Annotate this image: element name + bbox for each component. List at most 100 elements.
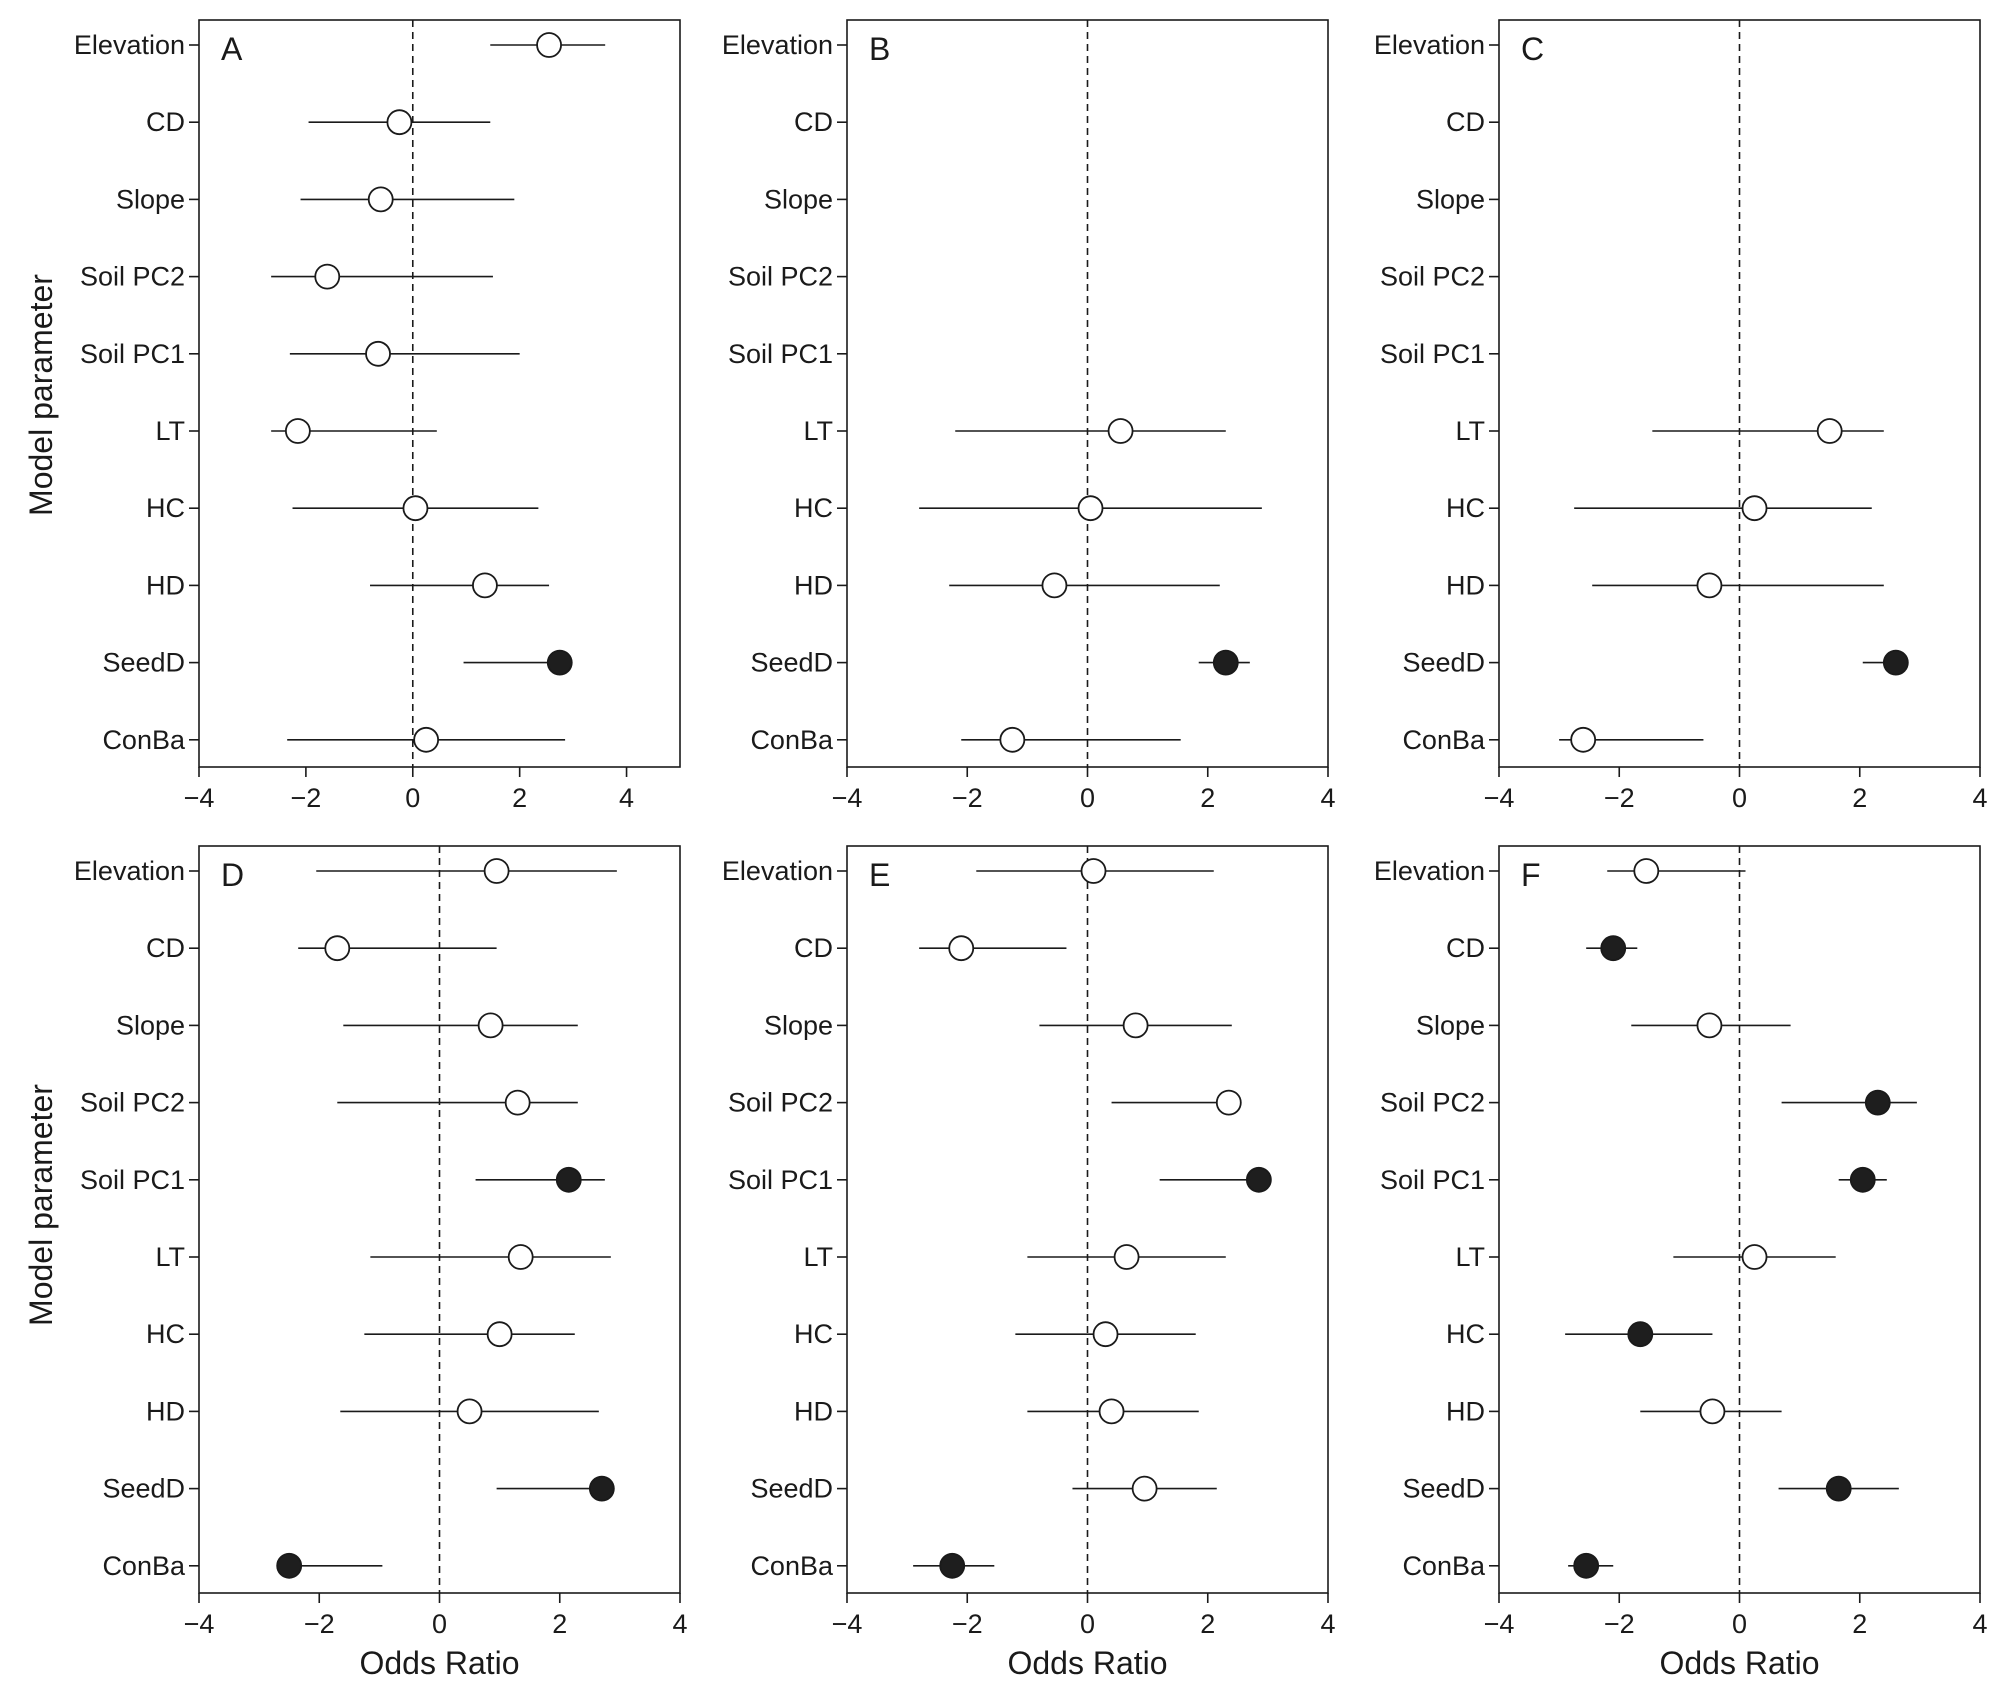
- y-tick-label-a-elevation: Elevation: [74, 30, 185, 60]
- y-tick-label-c-slope: Slope: [1416, 184, 1485, 214]
- y-tick-label-b-cd: CD: [794, 107, 833, 137]
- y-tick-label-a-hc: HC: [146, 493, 185, 523]
- x-tick-label-a--2: −2: [290, 783, 321, 813]
- estimate-point-b-conba: [999, 726, 1026, 753]
- x-tick-label-b-2: 2: [1200, 783, 1215, 813]
- estimate-point-a-elevation: [536, 32, 562, 58]
- y-tick-label-b-soil-pc1: Soil PC1: [728, 339, 833, 369]
- y-tick-label-f-seedd: SeedD: [1402, 1474, 1485, 1504]
- y-tick-label-f-soil-pc1: Soil PC1: [1380, 1165, 1485, 1195]
- x-tick-label-a-0: 0: [405, 783, 420, 813]
- estimate-point-e-hd: [1098, 1398, 1125, 1425]
- estimate-point-b-hd: [1041, 572, 1068, 599]
- estimate-point-d-soil-pc1: [555, 1166, 582, 1193]
- estimate-point-f-soil-pc1: [1849, 1166, 1876, 1193]
- panel-letter-b: B: [869, 31, 890, 67]
- estimate-point-d-seedd: [588, 1475, 615, 1502]
- estimate-point-a-hd: [472, 572, 498, 599]
- y-tick-label-d-elevation: Elevation: [74, 856, 185, 886]
- x-tick-label-f--4: −4: [1484, 1609, 1515, 1639]
- estimate-point-f-soil-pc2: [1864, 1089, 1891, 1116]
- y-axis-title-top: Model parameter: [23, 274, 59, 516]
- y-tick-label-e-slope: Slope: [764, 1010, 833, 1040]
- y-tick-label-a-soil-pc1: Soil PC1: [80, 339, 185, 369]
- y-tick-label-a-conba: ConBa: [102, 725, 186, 755]
- x-tick-label-f-2: 2: [1852, 1609, 1867, 1639]
- estimate-point-e-hc: [1092, 1321, 1119, 1348]
- panel-a: A Elevation CD Slope Soil PC2 Soil PC1 LT HC HD S…: [74, 19, 681, 813]
- estimate-point-a-cd: [386, 109, 413, 136]
- x-tick-label-b-4: 4: [1320, 783, 1335, 813]
- y-tick-label-c-elevation: Elevation: [1374, 30, 1485, 60]
- y-tick-label-d-hd: HD: [146, 1396, 185, 1426]
- estimate-point-e-soil-pc2: [1215, 1089, 1242, 1116]
- estimate-point-e-conba: [939, 1552, 966, 1579]
- y-tick-label-f-soil-pc2: Soil PC2: [1380, 1088, 1485, 1118]
- y-tick-label-c-lt: LT: [1455, 416, 1485, 446]
- panel-letter-e: E: [869, 857, 890, 893]
- estimate-point-e-soil-pc1: [1245, 1166, 1272, 1193]
- y-tick-label-d-soil-pc1: Soil PC1: [80, 1165, 185, 1195]
- estimate-point-b-seedd: [1212, 649, 1239, 676]
- panel-b: B Elevation CD Slope Soil PC2 Soil PC1 LT HC HD S…: [722, 19, 1336, 813]
- y-tick-label-d-seedd: SeedD: [102, 1474, 185, 1504]
- y-tick-label-f-hc: HC: [1446, 1319, 1485, 1349]
- y-tick-label-e-hd: HD: [794, 1396, 833, 1426]
- y-tick-label-c-seedd: SeedD: [1402, 648, 1485, 678]
- x-tick-label-f-0: 0: [1732, 1609, 1747, 1639]
- estimate-point-a-seedd: [546, 649, 573, 676]
- estimate-point-f-slope: [1696, 1012, 1723, 1039]
- estimate-point-d-soil-pc2: [504, 1089, 531, 1116]
- x-tick-label-f-4: 4: [1972, 1609, 1987, 1639]
- y-tick-label-c-cd: CD: [1446, 107, 1485, 137]
- x-axis-title-d: Odds Ratio: [359, 1645, 519, 1681]
- estimate-point-f-conba: [1573, 1552, 1600, 1579]
- x-tick-label-d-2: 2: [552, 1609, 567, 1639]
- y-tick-label-f-lt: LT: [1455, 1242, 1485, 1272]
- y-tick-label-f-slope: Slope: [1416, 1010, 1485, 1040]
- estimate-point-f-cd: [1600, 935, 1627, 962]
- x-tick-label-a-4: 4: [619, 783, 634, 813]
- panel-letter-a: A: [221, 31, 243, 67]
- estimate-point-a-soil-pc1: [365, 340, 391, 367]
- panel-d: D Elevation CD Slope Soil PC2 Soil PC1 LT HC HD S…: [74, 845, 688, 1681]
- estimate-point-c-hd: [1696, 572, 1723, 599]
- x-tick-label-a-2: 2: [512, 783, 527, 813]
- y-axis-title-bottom: Model parameter: [23, 1084, 59, 1326]
- y-tick-label-b-soil-pc2: Soil PC2: [728, 262, 833, 292]
- x-tick-label-f--2: −2: [1604, 1609, 1635, 1639]
- y-tick-label-b-conba: ConBa: [750, 725, 834, 755]
- x-axis-title-f: Odds Ratio: [1659, 1645, 1819, 1681]
- y-tick-label-a-lt: LT: [155, 416, 185, 446]
- estimate-point-f-seedd: [1825, 1475, 1852, 1502]
- y-tick-label-c-soil-pc2: Soil PC2: [1380, 262, 1485, 292]
- y-tick-label-d-slope: Slope: [116, 1010, 185, 1040]
- estimate-point-f-elevation: [1633, 858, 1660, 884]
- y-tick-label-f-elevation: Elevation: [1374, 856, 1485, 886]
- y-tick-label-d-conba: ConBa: [102, 1551, 186, 1581]
- y-tick-label-e-lt: LT: [803, 1242, 833, 1272]
- panel-c: C Elevation CD Slope Soil PC2 Soil PC1 LT HC HD S…: [1374, 19, 1988, 813]
- y-tick-label-c-conba: ConBa: [1402, 725, 1486, 755]
- y-tick-label-f-cd: CD: [1446, 933, 1485, 963]
- estimate-point-c-lt: [1816, 418, 1843, 444]
- x-tick-label-e--2: −2: [952, 1609, 983, 1639]
- y-tick-label-d-soil-pc2: Soil PC2: [80, 1088, 185, 1118]
- y-tick-label-e-soil-pc1: Soil PC1: [728, 1165, 833, 1195]
- x-tick-label-c--2: −2: [1604, 783, 1635, 813]
- estimate-point-d-conba: [276, 1552, 303, 1579]
- y-tick-label-b-slope: Slope: [764, 184, 833, 214]
- x-tick-label-c--4: −4: [1484, 783, 1515, 813]
- estimate-point-f-hd: [1699, 1398, 1726, 1425]
- y-tick-label-a-slope: Slope: [116, 184, 185, 214]
- x-tick-label-c-0: 0: [1732, 783, 1747, 813]
- estimate-point-f-lt: [1741, 1244, 1768, 1270]
- y-tick-label-a-cd: CD: [146, 107, 185, 137]
- y-tick-label-b-seedd: SeedD: [750, 648, 833, 678]
- panels-group: A Elevation CD Slope Soil PC2 Soil PC1 LT HC HD S…: [74, 19, 1988, 1681]
- y-tick-label-e-conba: ConBa: [750, 1551, 834, 1581]
- estimate-point-d-cd: [324, 935, 351, 962]
- y-tick-label-c-hc: HC: [1446, 493, 1485, 523]
- panel-letter-c: C: [1521, 31, 1544, 67]
